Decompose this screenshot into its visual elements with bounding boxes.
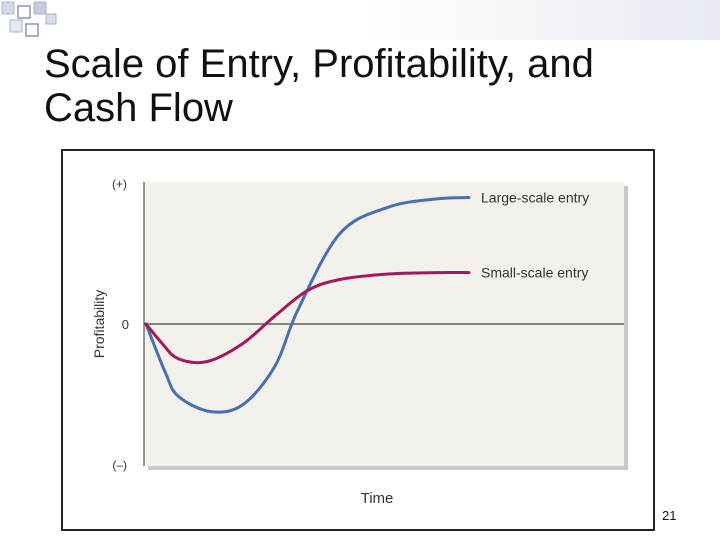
y-axis-title: Profitability [91, 290, 107, 358]
series-layer: Large-scale entry Small-scale entry [144, 190, 589, 414]
title-bar-gradient [0, 0, 720, 40]
x-axis-title: Time [361, 490, 394, 507]
series-line-small-scale-entry [144, 270, 471, 365]
slide-title: Scale of Entry, Profitability, and Cash … [44, 42, 684, 130]
chart-frame: (+) 0 (–) Profitability Time Large-scale… [61, 149, 655, 531]
y-tick-label-minus: (–) [112, 458, 127, 472]
decorative-squares-icon [1, 1, 57, 37]
page-number: 21 [662, 508, 677, 523]
profitability-chart: (+) 0 (–) Profitability Time Large-scale… [91, 177, 628, 507]
slide-title-line-1: Scale of Entry, Profitability, and [44, 42, 594, 86]
series-label-small-scale-entry: Small-scale entry [481, 265, 588, 281]
y-tick-label-zero: 0 [122, 317, 129, 332]
series-line-large-scale-entry [144, 196, 471, 414]
series-label-large-scale-entry: Large-scale entry [481, 190, 589, 206]
y-tick-label-plus: (+) [112, 177, 127, 191]
slide-title-line-2: Cash Flow [44, 86, 233, 130]
